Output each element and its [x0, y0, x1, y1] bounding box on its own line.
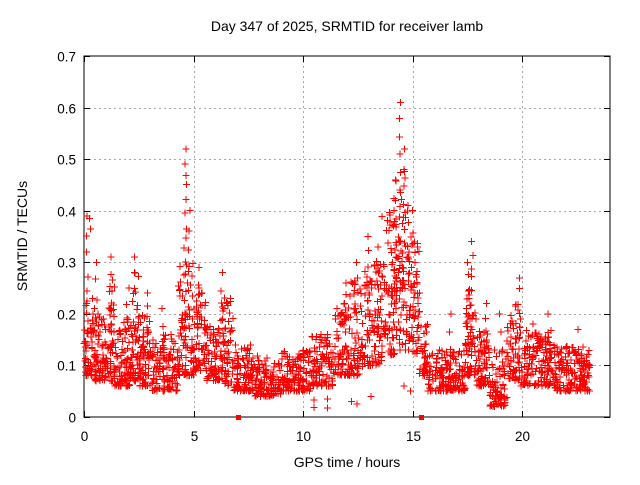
- x-tick-label: 5: [191, 429, 199, 444]
- axis-square-marker: [419, 415, 425, 420]
- tick-labels: 0 0.1 0.2 0.3 0.4 0.5 0.6 0.7 0 5 10 15 20: [57, 50, 530, 445]
- x-axis-label: GPS time / hours: [294, 454, 401, 470]
- x-tick-label: 15: [406, 429, 421, 444]
- x-tick-label: 20: [515, 429, 530, 444]
- y-tick-label: 0.2: [57, 308, 76, 323]
- y-tick-label: 0.5: [57, 153, 76, 168]
- x-tick-label: 0: [81, 429, 89, 444]
- y-tick-label: 0.6: [57, 102, 76, 117]
- data-points: [80, 99, 594, 412]
- chart-title: Day 347 of 2025, SRMTID for receiver lam…: [211, 18, 484, 34]
- y-tick-label: 0: [68, 411, 76, 426]
- y-tick-label: 0.3: [57, 256, 76, 271]
- axis-ticks: [84, 56, 610, 418]
- y-axis-label: SRMTID / TECUs: [14, 181, 30, 291]
- y-tick-label: 0.4: [57, 205, 76, 220]
- y-tick-label: 0.1: [57, 359, 76, 374]
- axis-markers: [236, 415, 425, 420]
- x-tick-label: 10: [296, 429, 311, 444]
- axis-square-marker: [236, 415, 242, 420]
- y-tick-label: 0.7: [57, 50, 76, 65]
- scatter-plus-markers: [80, 99, 594, 412]
